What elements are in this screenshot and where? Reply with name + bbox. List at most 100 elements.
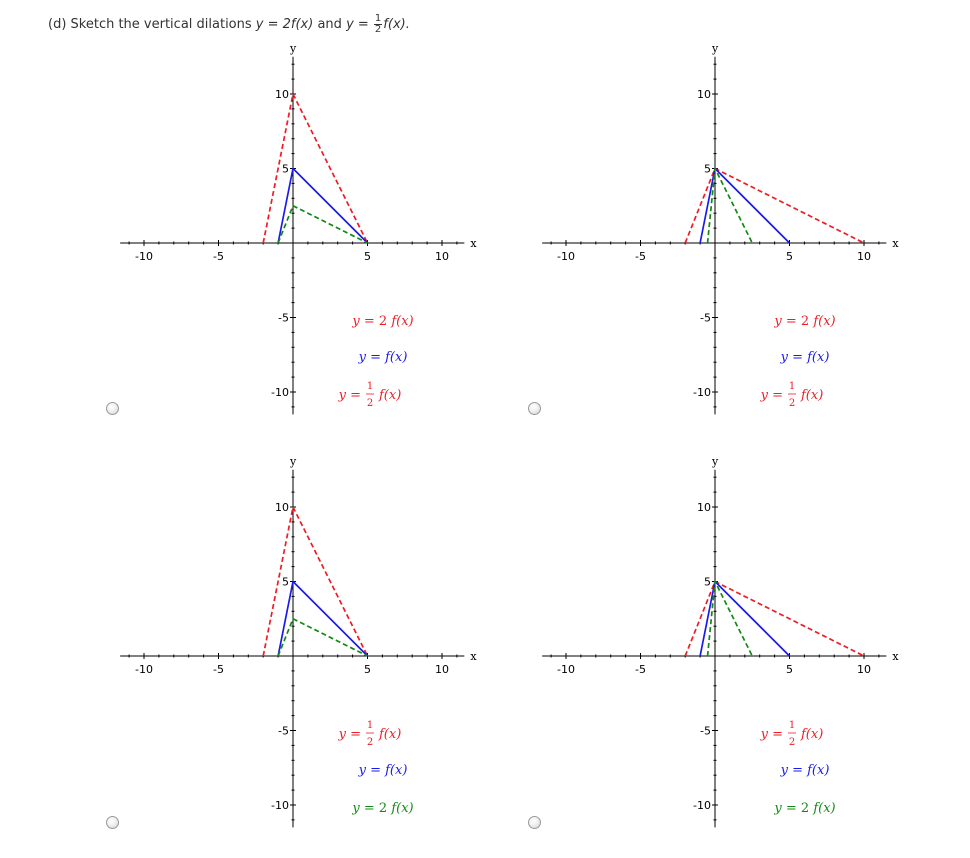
x-axis-label: x [470,650,477,663]
curve-blue-solid [699,580,791,657]
y-tick-label: -10 [693,386,711,399]
legend-entry: y = f(x) [358,763,408,778]
x-tick-label: 10 [857,663,871,676]
legend-frac-den: 2 [367,398,373,409]
curve-blue-solid [699,167,791,244]
legend-text: y = f(x) [780,350,830,365]
y-tick-label: -5 [278,312,289,325]
curve-green-dashed [277,204,368,244]
y-tick-label: 10 [697,88,711,101]
legend-text: y = 2 f(x) [351,314,413,329]
question-text: (d) Sketch the vertical dilations y = 2f… [48,14,410,35]
x-tick-label: -5 [213,250,224,263]
legend-text: y = 2 f(x) [773,801,835,816]
x-tick-label: -10 [557,663,575,676]
y-tick-label: 5 [704,576,711,589]
curve-green-dashed [706,167,754,244]
question-frac-den: 2 [374,24,382,35]
axes: x y -10 -5 5 10 10 5 -5 -10 [120,42,477,415]
question-eq2-rhs: f(x). [383,17,410,32]
curve-red-dashed [262,506,369,657]
curve-blue-solid [277,167,369,244]
y-tick-label: 10 [275,88,289,101]
legend-frac-num: 1 [789,720,795,731]
x-tick-label: -5 [213,663,224,676]
question-eq2-lhs: y = [346,17,373,32]
curve-red-dashed [262,93,369,244]
legend-lhs: y = [338,388,361,403]
x-axis-label: x [470,237,477,250]
legend-entry: y = f(x) [358,350,408,365]
y-tick-label: -10 [271,799,289,812]
x-tick-label: 10 [857,250,871,263]
x-tick-label: -5 [635,250,646,263]
question-eq1: y = 2f(x) [255,17,314,32]
legend-entry: y = 1 2 f(x) [338,720,402,748]
y-tick-label: 5 [282,576,289,589]
axes: x y -10 -5 5 10 10 5 -5 -10 [542,42,899,415]
x-tick-label: -10 [135,663,153,676]
legend-text: y = f(x) [780,763,830,778]
y-tick-label: -10 [693,799,711,812]
legend-rhs: f(x) [378,388,401,403]
y-axis-label: y [711,42,719,55]
x-axis-label: x [892,650,899,663]
x-tick-label: -5 [635,663,646,676]
legend-entry: y = f(x) [780,763,830,778]
option-d-graph: x y -10 -5 5 10 10 5 -5 -10 y = 1 2 f(x) y = f(x) y = … [542,455,899,828]
legend-text: y = f(x) [358,763,408,778]
x-tick-label: 5 [786,663,793,676]
x-tick-label: 5 [364,250,371,263]
legend-rhs: f(x) [800,727,823,742]
x-tick-label: -10 [135,250,153,263]
option-a-radio[interactable] [106,402,119,415]
y-axis-label: y [289,455,297,468]
legend-entry: y = 2 f(x) [773,314,835,329]
x-tick-label: 10 [435,250,449,263]
legend-frac-num: 1 [367,720,373,731]
legend-entry: y = 1 2 f(x) [338,381,402,409]
option-d-radio[interactable] [528,816,541,829]
y-tick-label: 5 [704,163,711,176]
y-tick-label: -5 [278,725,289,738]
x-tick-label: -10 [557,250,575,263]
y-tick-label: 5 [282,163,289,176]
legend-entry: y = 2 f(x) [351,801,413,816]
option-c-graph: x y -10 -5 5 10 10 5 -5 -10 y = 1 2 f(x) y = f(x) y = … [120,455,477,828]
curve-green-dashed [277,617,368,657]
legend-frac-den: 2 [789,737,795,748]
y-axis-label: y [289,42,297,55]
y-tick-label: -10 [271,386,289,399]
x-tick-label: 10 [435,663,449,676]
legend-entry: y = f(x) [780,350,830,365]
legend-lhs: y = [760,727,783,742]
y-tick-label: 10 [697,501,711,514]
legend-text: y = 2 f(x) [351,801,413,816]
legend-rhs: f(x) [378,727,401,742]
legend-entry: y = 1 2 f(x) [760,720,824,748]
curve-green-dashed [706,580,754,657]
axes: x y -10 -5 5 10 10 5 -5 -10 [120,455,477,828]
question-frac-num: 1 [373,13,383,25]
y-tick-label: -5 [700,312,711,325]
axes: x y -10 -5 5 10 10 5 -5 -10 [542,455,899,828]
option-b-radio[interactable] [528,402,541,415]
legend-lhs: y = [760,388,783,403]
legend-lhs: y = [338,727,361,742]
legend-frac-den: 2 [367,737,373,748]
legend-text: y = 2 f(x) [773,314,835,329]
question-and: and [313,17,347,32]
y-tick-label: -5 [700,725,711,738]
legend-frac-num: 1 [367,381,373,392]
option-c-radio[interactable] [106,816,119,829]
y-tick-label: 10 [275,501,289,514]
x-tick-label: 5 [364,663,371,676]
legend-entry: y = 2 f(x) [773,801,835,816]
x-axis-label: x [892,237,899,250]
legend-frac-num: 1 [789,381,795,392]
legend-frac-den: 2 [789,398,795,409]
y-axis-label: y [711,455,719,468]
